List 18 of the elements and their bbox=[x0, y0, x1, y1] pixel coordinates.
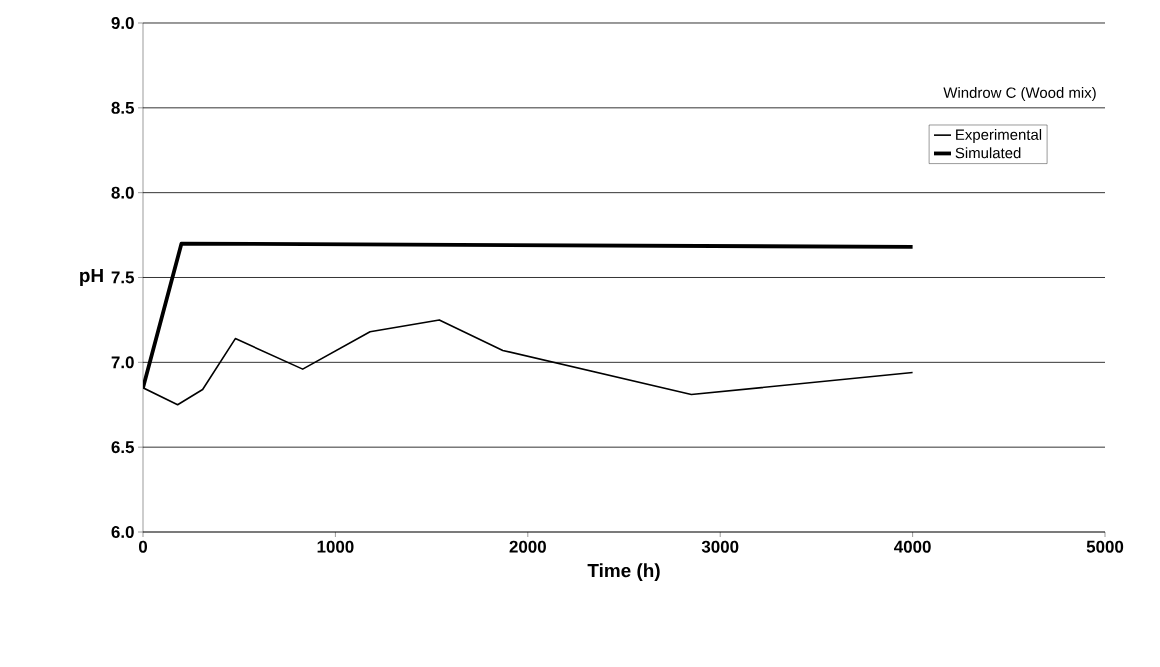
x-tick-label: 4000 bbox=[894, 540, 931, 553]
x-tick-label: 2000 bbox=[509, 540, 546, 553]
y-tick-label: 6.5 bbox=[111, 441, 135, 454]
y-tick-label: 8.5 bbox=[111, 101, 135, 114]
x-axis-title: Time (h) bbox=[587, 563, 660, 581]
x-tick-label: 3000 bbox=[701, 540, 739, 553]
legend-title: Windrow C (Wood mix) bbox=[943, 87, 1096, 101]
y-tick-label: 7.5 bbox=[111, 271, 135, 284]
y-tick-label: 9.0 bbox=[111, 17, 134, 29]
legend-label: Experimental bbox=[956, 128, 1042, 143]
y-tick-label: 8.0 bbox=[111, 186, 134, 199]
x-tick-label: 0 bbox=[138, 540, 148, 553]
x-tick-label: 5000 bbox=[1086, 540, 1124, 553]
y-axis-title: pH bbox=[80, 269, 103, 286]
x-tick-label: 1000 bbox=[317, 540, 354, 553]
legend-label: Simulated bbox=[955, 147, 1021, 159]
y-tick-label: 7.0 bbox=[111, 356, 134, 369]
y-tick-label: 6.0 bbox=[111, 526, 134, 538]
